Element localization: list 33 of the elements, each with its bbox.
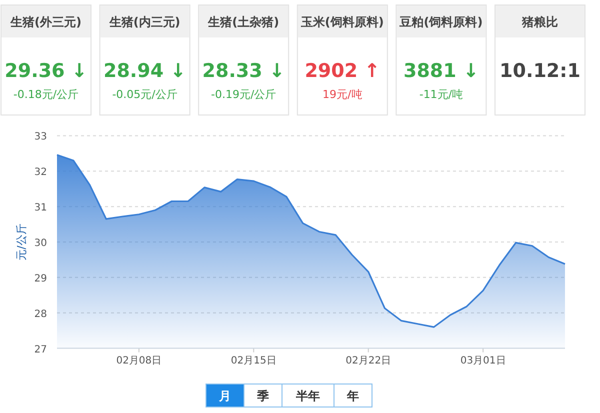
x-tick-label: 03月01日 <box>460 355 506 366</box>
text: 半年 <box>295 389 320 403</box>
y-tick-label: 30 <box>34 238 47 249</box>
x-tick-label: 02月15日 <box>230 355 276 366</box>
text: 10.12:1 <box>500 60 580 82</box>
y-tick-label: 32 <box>34 167 47 178</box>
text: -11元/吨 <box>419 88 464 101</box>
text: 3881 ↓ <box>403 60 479 82</box>
text: 月 <box>218 389 231 403</box>
text: 2902 ↑ <box>304 60 380 82</box>
category-label: 生猪(外三元) <box>10 15 82 29</box>
category-label: 猪粮比 <box>521 15 558 29</box>
text: 28.33 ↓ <box>202 60 285 82</box>
text: 28.94 ↓ <box>103 60 186 82</box>
text: -0.19元/公斤 <box>211 88 276 101</box>
category-label: 生猪(土杂猪) <box>207 15 280 29</box>
y-tick-label: 31 <box>34 202 47 214</box>
y-tick-label: 28 <box>34 308 47 320</box>
text: 19元/吨 <box>322 88 362 101</box>
x-tick-label: 02月22日 <box>346 355 392 366</box>
text: 29.36 ↓ <box>4 60 88 82</box>
y-axis-title: 元/公斤 <box>15 224 28 260</box>
y-tick-label: 33 <box>34 132 47 143</box>
y-tick-label: 27 <box>34 344 47 356</box>
category-label: 豆粕(饲料原料) <box>398 15 483 29</box>
text: 年 <box>346 389 359 403</box>
x-tick-label: 02月08日 <box>116 355 162 366</box>
text: -0.18元/公斤 <box>13 88 79 101</box>
category-label: 生猪(内三元) <box>108 15 180 29</box>
y-tick-label: 29 <box>34 273 47 284</box>
text: 季 <box>256 389 270 403</box>
category-label: 玉米(饲料原料) <box>300 15 384 29</box>
text: -0.05元/公斤 <box>112 88 178 101</box>
